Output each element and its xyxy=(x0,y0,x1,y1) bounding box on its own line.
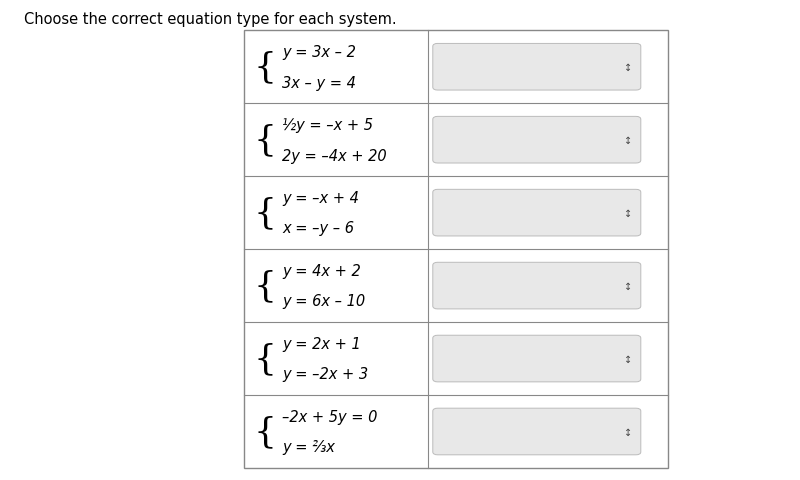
FancyBboxPatch shape xyxy=(433,408,641,455)
Text: {: { xyxy=(254,342,277,376)
Text: ↕: ↕ xyxy=(624,208,632,218)
Text: {: { xyxy=(254,123,277,157)
Text: {: { xyxy=(254,415,277,449)
Text: ↕: ↕ xyxy=(624,281,632,291)
Text: 3x – y = 4: 3x – y = 4 xyxy=(282,75,356,90)
FancyBboxPatch shape xyxy=(433,336,641,382)
Text: {: { xyxy=(254,50,277,84)
Text: {: { xyxy=(254,196,277,230)
Text: y = 4x + 2: y = 4x + 2 xyxy=(282,263,361,278)
Text: {: { xyxy=(254,269,277,303)
Bar xyxy=(244,31,668,468)
Text: y = –x + 4: y = –x + 4 xyxy=(282,191,359,205)
FancyBboxPatch shape xyxy=(433,263,641,309)
Text: ↕: ↕ xyxy=(624,427,632,437)
Text: y = 3x – 2: y = 3x – 2 xyxy=(282,45,356,60)
FancyBboxPatch shape xyxy=(433,117,641,164)
Text: –2x + 5y = 0: –2x + 5y = 0 xyxy=(282,409,378,424)
FancyBboxPatch shape xyxy=(433,190,641,237)
Text: ↕: ↕ xyxy=(624,135,632,145)
Text: ½y = –x + 5: ½y = –x + 5 xyxy=(282,118,374,132)
Text: y = –2x + 3: y = –2x + 3 xyxy=(282,367,369,382)
Text: x = –y – 6: x = –y – 6 xyxy=(282,221,354,236)
Text: Choose the correct equation type for each system.: Choose the correct equation type for eac… xyxy=(24,12,397,27)
Text: ↕: ↕ xyxy=(624,62,632,72)
Text: y = 2x + 1: y = 2x + 1 xyxy=(282,336,361,351)
Text: 2y = –4x + 20: 2y = –4x + 20 xyxy=(282,148,387,163)
Text: ↕: ↕ xyxy=(624,354,632,364)
FancyBboxPatch shape xyxy=(433,44,641,91)
Text: y = ⅔x: y = ⅔x xyxy=(282,439,335,455)
Text: y = 6x – 10: y = 6x – 10 xyxy=(282,294,366,309)
